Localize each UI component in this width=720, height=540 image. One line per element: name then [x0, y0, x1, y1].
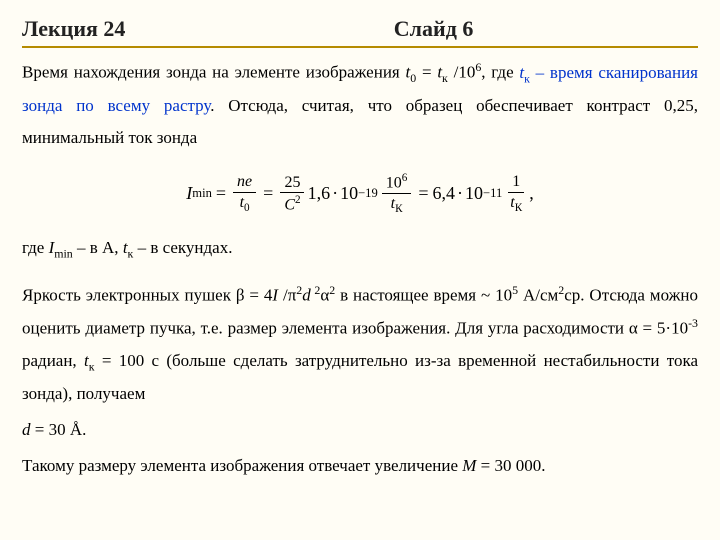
denominator: tК: [506, 193, 526, 215]
text: радиан,: [22, 351, 84, 370]
text: =: [416, 63, 437, 82]
var: d: [22, 420, 31, 439]
ten: 10: [671, 318, 688, 337]
lecture-number: Лекция 24: [22, 16, 394, 42]
sub: К: [515, 202, 522, 214]
text: – в А,: [73, 238, 123, 257]
numerator: ne: [233, 173, 256, 193]
const: 1,6: [308, 183, 331, 204]
exp: −19: [358, 186, 378, 201]
sup: 6: [402, 172, 408, 184]
text: Время нахождения зонда на элементе изобр…: [22, 63, 406, 82]
dot: ·: [332, 183, 338, 204]
denominator: t0: [236, 193, 254, 215]
text: , где: [481, 63, 519, 82]
sub: 0: [244, 202, 250, 214]
text: А/см: [518, 285, 558, 304]
ten: 10: [386, 175, 402, 192]
sub: min: [54, 246, 73, 260]
text: = 100 с (больше сделать затруднительно и…: [22, 351, 698, 403]
var: α: [320, 285, 329, 304]
numerator: 106: [382, 172, 412, 194]
numerator: 1: [508, 173, 524, 193]
var: d: [302, 285, 311, 304]
sub: min: [192, 186, 212, 201]
paragraph-1: Время нахождения зонда на элементе изобр…: [22, 56, 698, 154]
text: Такому размеру элемента изображения отве…: [22, 456, 462, 475]
denominator: tК: [387, 194, 407, 216]
text: /10: [448, 63, 476, 82]
exp: −11: [483, 186, 502, 201]
paragraph-4: d = 30 Å.: [22, 414, 698, 446]
slide-number: Слайд 6: [394, 16, 698, 42]
text: где: [22, 238, 49, 257]
var: M: [462, 456, 476, 475]
numerator: 25: [280, 174, 304, 194]
var: C: [284, 197, 295, 214]
fraction: 1 tК: [506, 173, 526, 214]
text: Яркость электронных пушек β = 4: [22, 285, 272, 304]
dot: ·: [457, 183, 463, 204]
formula: Imin = ne t0 = 25 C2 1,6·10−19 106 tК = …: [186, 172, 533, 215]
text: /π: [278, 285, 296, 304]
fraction: 25 C2: [280, 174, 304, 215]
eq: =: [216, 183, 226, 204]
text: в настоящее время ~ 10: [335, 285, 512, 304]
const: 6,4: [433, 183, 456, 204]
eq: =: [263, 183, 273, 204]
fraction: ne t0: [233, 173, 256, 214]
sub: К: [395, 203, 402, 215]
paragraph-3: Яркость электронных пушек β = 4I /π2d 2α…: [22, 279, 698, 410]
spacer: [22, 269, 698, 279]
paragraph-5: Такому размеру элемента изображения отве…: [22, 450, 698, 482]
text: – в секундах.: [133, 238, 232, 257]
denominator: C2: [280, 193, 304, 214]
comma: ,: [529, 183, 534, 204]
slide-header: Лекция 24 Слайд 6: [22, 16, 698, 48]
eq: =: [418, 183, 428, 204]
fraction: 106 tК: [382, 172, 412, 215]
ten: 10: [465, 183, 483, 204]
formula-block: Imin = ne t0 = 25 C2 1,6·10−19 106 tК = …: [22, 172, 698, 215]
text: = 30 Å.: [31, 420, 87, 439]
text: = 30 000.: [476, 456, 545, 475]
sup: 2: [311, 283, 321, 297]
paragraph-2: где Imin – в А, tк – в секундах.: [22, 232, 698, 265]
sup: -3: [688, 316, 698, 330]
ten: 10: [340, 183, 358, 204]
sup: 2: [295, 194, 301, 206]
